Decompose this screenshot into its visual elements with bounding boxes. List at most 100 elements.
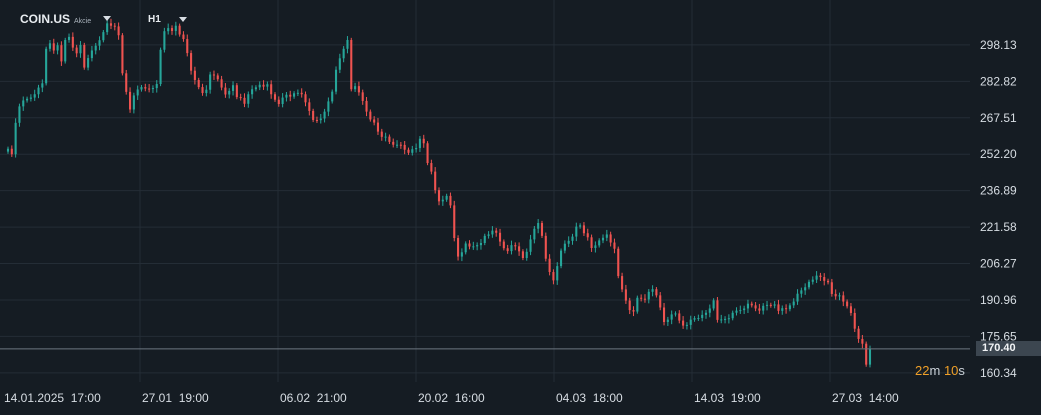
candle-body	[90, 50, 93, 59]
candle	[624, 284, 627, 304]
candle	[300, 88, 303, 98]
candle	[704, 310, 708, 319]
chevron-down-icon	[103, 16, 112, 21]
candle	[395, 140, 399, 149]
y-tick-label: 160.34	[980, 366, 1017, 380]
candle	[193, 66, 196, 85]
candle-body	[502, 241, 505, 249]
candle	[632, 306, 635, 317]
candle	[724, 316, 727, 324]
candle	[151, 85, 154, 93]
candle	[518, 242, 521, 256]
candle	[285, 91, 288, 102]
chart-header: COIN.US Akcie H1	[0, 0, 970, 36]
candle-body	[682, 320, 685, 326]
candle-body	[785, 308, 788, 310]
candle	[754, 302, 757, 312]
candle-body	[235, 85, 238, 98]
candle	[277, 96, 280, 107]
candle	[403, 141, 406, 155]
candle-body	[151, 88, 154, 90]
candle	[640, 294, 643, 302]
candle-body	[48, 43, 52, 49]
candle	[758, 303, 761, 314]
candle-body	[579, 225, 582, 227]
candle-body	[338, 58, 341, 70]
candle	[182, 31, 185, 42]
candle-body	[87, 58, 90, 68]
candle-body	[563, 243, 566, 251]
candle-body	[327, 101, 330, 112]
symbol-selector[interactable]: COIN.US Akcie	[20, 12, 112, 26]
candle	[575, 222, 578, 242]
candle-body	[308, 102, 311, 111]
candle-body	[102, 32, 105, 41]
x-tick-label: 14.01.2025 17:00	[4, 391, 101, 405]
candle	[407, 147, 410, 155]
candle-body	[41, 83, 44, 88]
candle-body	[868, 348, 872, 365]
y-tick-label: 221.58	[980, 220, 1017, 234]
candle	[243, 93, 246, 108]
candle	[369, 109, 372, 122]
candle-body	[621, 276, 624, 290]
candle-body	[773, 304, 776, 306]
candle-body	[571, 236, 574, 241]
candle	[506, 244, 509, 254]
candle-body	[457, 238, 460, 257]
candle	[426, 141, 429, 166]
candle	[708, 304, 711, 318]
candle-body	[746, 303, 749, 309]
candle-body	[506, 248, 509, 252]
candle-body	[411, 149, 414, 153]
candle-body	[445, 195, 448, 200]
candle-body	[495, 230, 498, 233]
candle	[167, 23, 170, 35]
candle-body	[415, 148, 418, 150]
candle	[10, 145, 13, 157]
candle-body	[582, 225, 585, 234]
candle-body	[609, 234, 612, 243]
countdown-minutes: 22	[915, 363, 930, 378]
candle-body	[518, 246, 521, 252]
candle	[350, 37, 353, 92]
candle-body	[781, 308, 784, 311]
candle-body	[727, 318, 730, 320]
candle	[586, 228, 589, 241]
candle-body	[731, 312, 734, 319]
x-tick-label: 27.01 19:00	[142, 391, 209, 405]
candle-body	[708, 308, 711, 313]
candle-body	[678, 313, 681, 321]
candle	[37, 84, 40, 99]
candle-body	[304, 94, 307, 103]
candle	[422, 134, 425, 148]
candle-body	[10, 148, 13, 155]
candle	[75, 44, 78, 58]
candle-body	[395, 144, 399, 146]
candle	[262, 80, 265, 90]
candle-body	[354, 86, 357, 90]
candle-body	[815, 275, 818, 280]
candle	[102, 29, 105, 43]
candle-body	[384, 136, 387, 138]
countdown-seconds: 10	[943, 363, 959, 378]
candle-body	[617, 248, 620, 277]
candle-body	[312, 110, 315, 120]
candle	[437, 187, 441, 206]
candle	[811, 276, 814, 285]
candle	[800, 287, 803, 298]
candle	[769, 302, 772, 308]
candle-body	[479, 243, 483, 246]
candle	[636, 295, 639, 314]
candle	[479, 239, 483, 250]
timeframe-selector[interactable]: H1	[148, 14, 187, 25]
candle-body	[838, 295, 841, 297]
candle-body	[136, 89, 139, 96]
candle	[830, 278, 833, 297]
candle-body	[643, 298, 647, 300]
candle-body	[758, 308, 761, 311]
candle-body	[846, 301, 849, 307]
candle	[804, 283, 807, 295]
